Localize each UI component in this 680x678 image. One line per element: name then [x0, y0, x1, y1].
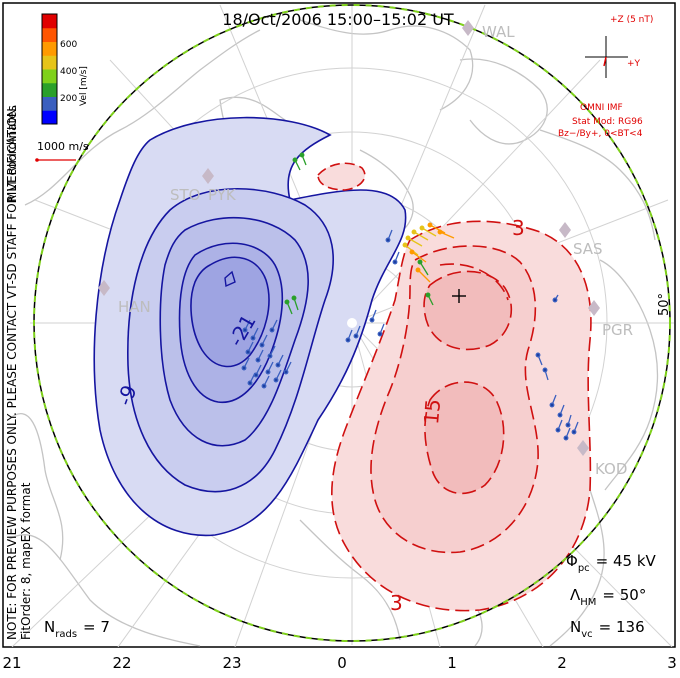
radar-label-kod: KOD: [595, 460, 627, 478]
hm-stat: ΛHM = 50°: [570, 586, 646, 608]
coastlines: [7, 19, 659, 647]
hm-boundary-dash: [33, 4, 671, 642]
potential-stat: Φpc = 45 kV: [566, 552, 657, 574]
imf-source: OMNI IMF: [580, 103, 623, 113]
imf-clock: +Z (5 nT) +Y OMNI IMF Stat Mod: RG96 Bz−…: [558, 15, 653, 139]
mlt-tick-label: 21: [2, 654, 21, 672]
reference-vector-dot: [35, 158, 39, 162]
mlt-tick-label: 1: [447, 654, 457, 672]
colorbar-segment: [42, 27, 57, 42]
radar-label-pyk: PYK: [208, 186, 237, 204]
colorbar-segment: [42, 14, 57, 29]
nvc-stat: Nvc = 136: [570, 618, 645, 640]
mlt-tick-label: 22: [112, 654, 131, 672]
colorbar-segment: [42, 96, 57, 111]
velocity-colorbar: 600 400 200 Vel [m/s]: [41, 13, 89, 125]
colorbar-tick: 600: [60, 40, 77, 50]
stats: Φpc = 45 kV ΛHM = 50° Nrads = 7 Nvc = 136: [44, 552, 657, 640]
latitude-label: 50°: [657, 293, 672, 316]
coordinates-label: MLT coordinates: [5, 105, 19, 202]
nrads-stat: Nrads = 7: [44, 618, 110, 640]
colorbar-segment: [42, 69, 57, 84]
imf-model: Stat Mod: RG96: [572, 117, 643, 127]
colorbar-segment: [42, 110, 57, 125]
radar-label-wal: WAL: [482, 23, 515, 41]
mlt-axis: 21 22 23 0 1 2 3: [2, 654, 676, 672]
radar-stations: WAL STO PYK HAN SAS PGR KOD: [98, 20, 633, 478]
potential-max-marker: [452, 289, 466, 303]
colorbar-tick: 200: [60, 94, 77, 104]
mlt-tick-label: 0: [337, 654, 347, 672]
reference-vector-label: 1000 m/s: [37, 140, 89, 153]
radar-label-sas: SAS: [573, 240, 603, 258]
map-title: 18/Oct/2006 15:00–15:02 UT: [222, 10, 454, 29]
colorbar-frame: [41, 13, 58, 125]
colorbar-segment: [42, 41, 57, 56]
radar-label-pgr: PGR: [602, 321, 633, 339]
preview-note: NOTE: FOR PREVIEW PURPOSES ONLY. PLEASE …: [5, 104, 19, 640]
radar-label-han: HAN: [118, 298, 151, 316]
fit-order: FitOrder: 8, mapEX format: [19, 482, 33, 640]
colorbar-segment: [42, 82, 57, 97]
mlt-tick-label: 2: [557, 654, 567, 672]
imf-title: +Z (5 nT): [610, 15, 653, 25]
mlt-tick-label: 3: [667, 654, 677, 672]
colorbar-tick: 400: [60, 67, 77, 77]
svg-text:3: 3: [390, 591, 403, 615]
pole-marker: [347, 318, 357, 328]
velocity-vectors: [241, 152, 579, 441]
svg-text:15: 15: [419, 398, 445, 425]
mlt-tick-label: 23: [222, 654, 241, 672]
radar-label-sto: STO: [170, 186, 201, 204]
negative-potential-cell: [93, 116, 407, 537]
svg-text:3: 3: [512, 216, 525, 240]
imf-condition: Bz−/By+, 0<BT<4: [558, 129, 643, 139]
positive-potential-cell: [317, 162, 592, 612]
imf-y-label: +Y: [627, 59, 641, 69]
colorbar-segment: [42, 55, 57, 70]
colorbar-label: Vel [m/s]: [79, 66, 89, 106]
